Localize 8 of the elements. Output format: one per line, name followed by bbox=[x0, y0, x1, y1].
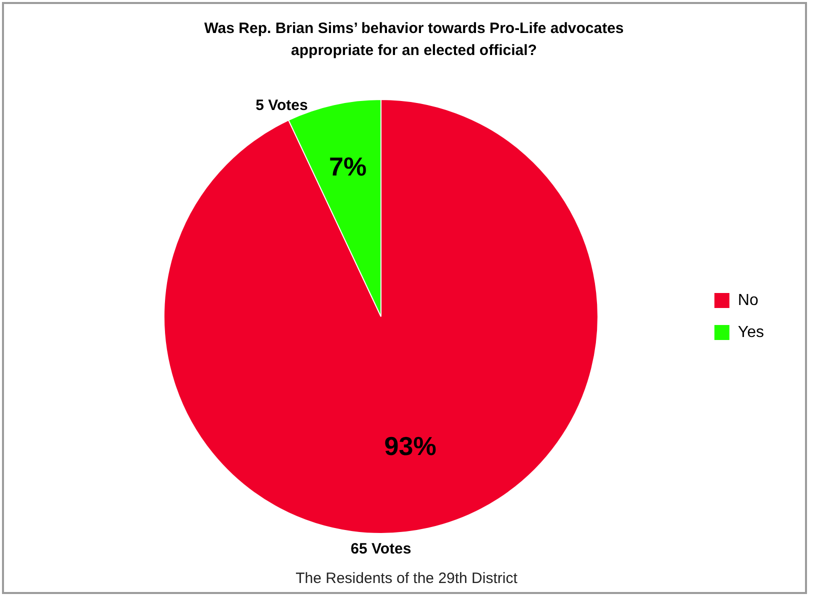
text: 65 Votes bbox=[350, 540, 412, 558]
data-label: 93% bbox=[384, 430, 436, 461]
text: The Residents of the 29th District bbox=[294, 570, 518, 587]
text: 5 Votes bbox=[256, 96, 308, 114]
data-label: 7% bbox=[329, 151, 367, 182]
legend-label: Yes bbox=[738, 324, 764, 341]
legend-label: No bbox=[738, 292, 758, 309]
chart-title: Was Rep. Brian Sims’ behavior towards Pro-Life advocates appropriate for an elected official? bbox=[204, 19, 624, 61]
